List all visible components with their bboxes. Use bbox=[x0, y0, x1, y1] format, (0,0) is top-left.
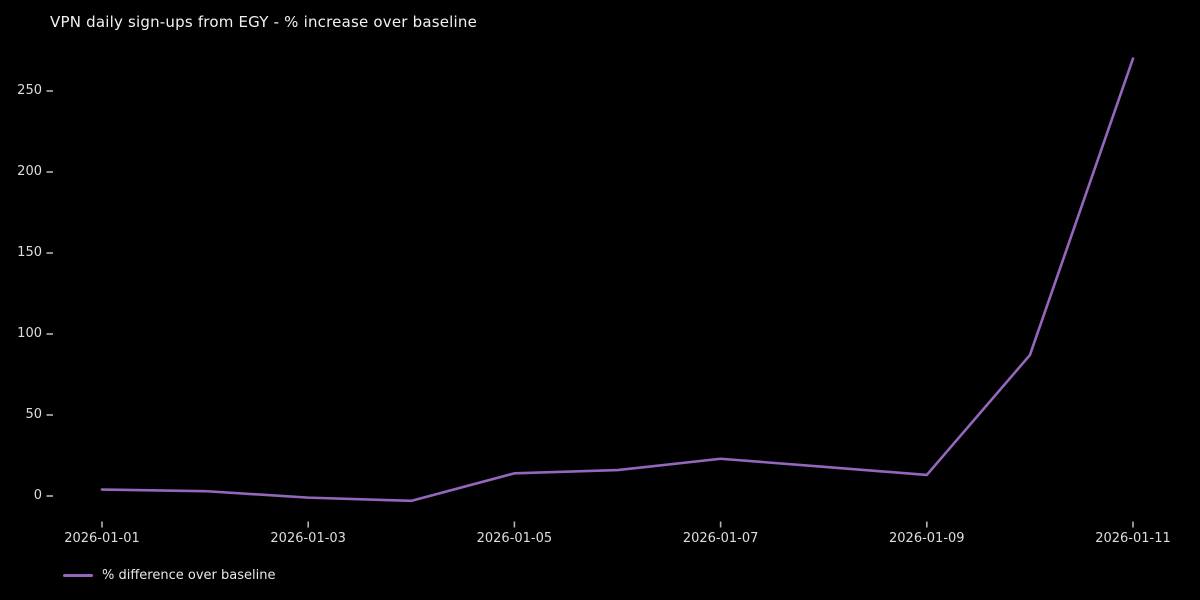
legend: % difference over baseline bbox=[63, 565, 275, 585]
legend-line-swatch-icon bbox=[63, 573, 93, 577]
y-tick-label: 0 bbox=[33, 488, 42, 503]
chart-title: VPN daily sign-ups from EGY - % increase… bbox=[50, 13, 478, 31]
y-tick-label: 200 bbox=[17, 164, 42, 179]
x-tick-label: 2026-01-05 bbox=[476, 531, 553, 546]
x-tick-label: 2026-01-03 bbox=[270, 531, 346, 546]
x-tick-label: 2026-01-11 bbox=[1095, 531, 1171, 546]
x-tick-label: 2026-01-09 bbox=[889, 531, 965, 546]
y-tick-label: 150 bbox=[17, 245, 42, 260]
x-tick-label: 2026-01-01 bbox=[64, 531, 140, 546]
y-tick-label: 50 bbox=[25, 407, 42, 422]
y-tick-label: 100 bbox=[17, 326, 42, 341]
series-line bbox=[100, 57, 1135, 503]
x-tick-label: 2026-01-07 bbox=[682, 531, 759, 546]
y-tick-label: 250 bbox=[17, 83, 42, 98]
legend-label: % difference over baseline bbox=[102, 567, 276, 583]
